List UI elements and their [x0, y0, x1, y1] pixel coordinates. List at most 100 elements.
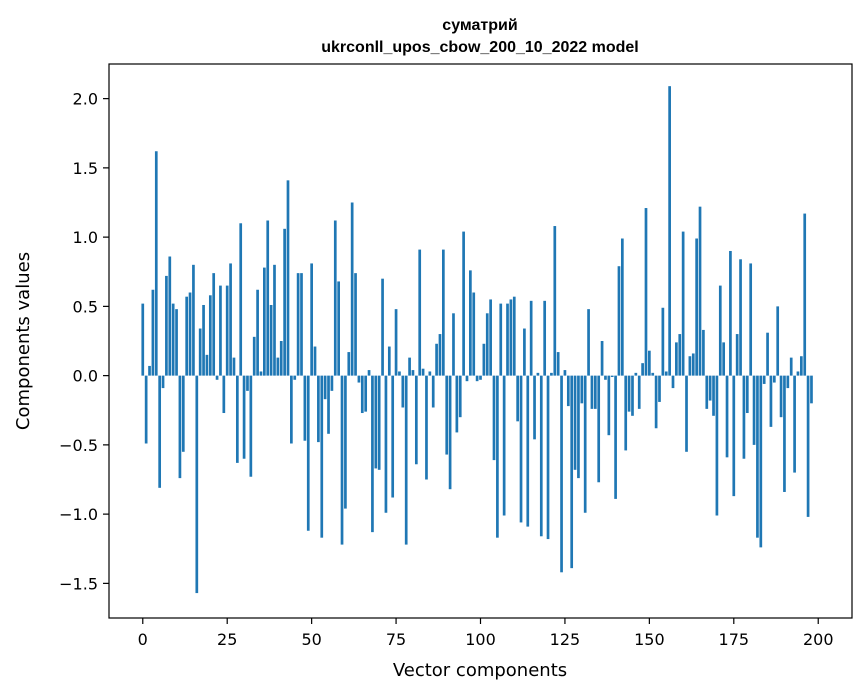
- bar: [641, 363, 644, 376]
- bar: [698, 206, 702, 376]
- bar: [435, 343, 438, 376]
- bar: [448, 375, 452, 490]
- y-tick-label: −1.5: [59, 574, 98, 593]
- bar: [229, 263, 232, 376]
- bar: [472, 292, 476, 376]
- bar: [178, 375, 182, 479]
- bar: [661, 307, 665, 376]
- bar: [610, 375, 614, 378]
- bar: [675, 342, 678, 376]
- bar: [431, 375, 435, 408]
- bar: [175, 309, 178, 376]
- bar: [202, 304, 205, 376]
- bar: [546, 375, 550, 540]
- bar: [529, 300, 533, 376]
- bar: [779, 375, 783, 418]
- bar: [725, 375, 729, 458]
- bar: [158, 375, 162, 488]
- bar: [205, 354, 209, 376]
- bar: [320, 375, 324, 538]
- bar: [239, 223, 243, 376]
- bar: [506, 303, 509, 376]
- bar: [658, 375, 661, 402]
- bar: [374, 375, 378, 469]
- x-axis-ticks: 0 25 50 75 100 125 150 175 200: [138, 618, 834, 649]
- bar: [290, 375, 293, 444]
- bar: [310, 263, 313, 376]
- bar: [745, 375, 749, 414]
- bar: [749, 263, 753, 376]
- bar: [799, 356, 803, 376]
- bar: [256, 289, 259, 376]
- bar: [691, 353, 695, 376]
- bar: [566, 375, 570, 407]
- bar: [553, 226, 557, 376]
- bar: [428, 371, 432, 376]
- bar: [404, 375, 408, 545]
- bar: [377, 375, 381, 470]
- bar: [144, 375, 148, 444]
- bar: [411, 370, 415, 376]
- bar: [246, 375, 249, 391]
- bar: [766, 332, 769, 376]
- bar: [212, 273, 216, 376]
- bar: [141, 303, 145, 376]
- bar: [718, 285, 722, 376]
- bar: [502, 375, 506, 516]
- bar: [590, 375, 594, 409]
- bar: [796, 371, 800, 376]
- bar: [722, 342, 726, 376]
- bar: [185, 296, 189, 376]
- bar: [688, 356, 692, 376]
- bar: [165, 275, 168, 376]
- bar: [577, 375, 580, 479]
- bar: [188, 292, 192, 376]
- bar: [465, 375, 469, 382]
- bar: [685, 375, 688, 452]
- bar: [634, 372, 638, 376]
- bar: [337, 281, 340, 376]
- bar: [469, 270, 472, 376]
- bar: [516, 375, 519, 422]
- bar: [252, 336, 256, 376]
- bar: [519, 375, 523, 523]
- bar: [354, 273, 357, 376]
- bar: [509, 299, 513, 376]
- bar: [786, 375, 790, 389]
- bar: [776, 306, 780, 376]
- bar: [452, 313, 455, 376]
- bar: [296, 273, 300, 376]
- bar: [347, 352, 351, 376]
- bar: [408, 357, 411, 376]
- x-tick-label: 50: [301, 630, 321, 649]
- bar: [627, 375, 631, 412]
- bar: [219, 285, 222, 376]
- bar: [384, 375, 388, 513]
- bar: [563, 370, 567, 376]
- bar: [259, 371, 263, 376]
- bar: [560, 375, 563, 573]
- x-tick-label: 150: [634, 630, 665, 649]
- bar: [708, 375, 712, 401]
- y-tick-label: −1.0: [59, 505, 98, 524]
- bar: [536, 372, 540, 376]
- bar: [607, 375, 611, 436]
- bar: [614, 375, 617, 499]
- bar: [651, 372, 655, 376]
- y-tick-label: 1.5: [73, 159, 98, 178]
- bar: [702, 329, 705, 376]
- bar: [168, 256, 172, 376]
- y-tick-label: −0.5: [59, 436, 98, 455]
- bar: [181, 375, 185, 452]
- bar: [198, 328, 202, 376]
- y-axis-ticks: −1.5 −1.0 −0.5 0.0 0.5 1.0 1.5 2.0: [59, 90, 109, 593]
- bar: [604, 375, 607, 380]
- bar: [344, 375, 347, 509]
- bar: [742, 375, 746, 459]
- bar: [806, 375, 810, 517]
- x-tick-label: 125: [550, 630, 581, 649]
- bar: [803, 213, 807, 376]
- bar: [668, 86, 671, 376]
- bar: [455, 375, 459, 433]
